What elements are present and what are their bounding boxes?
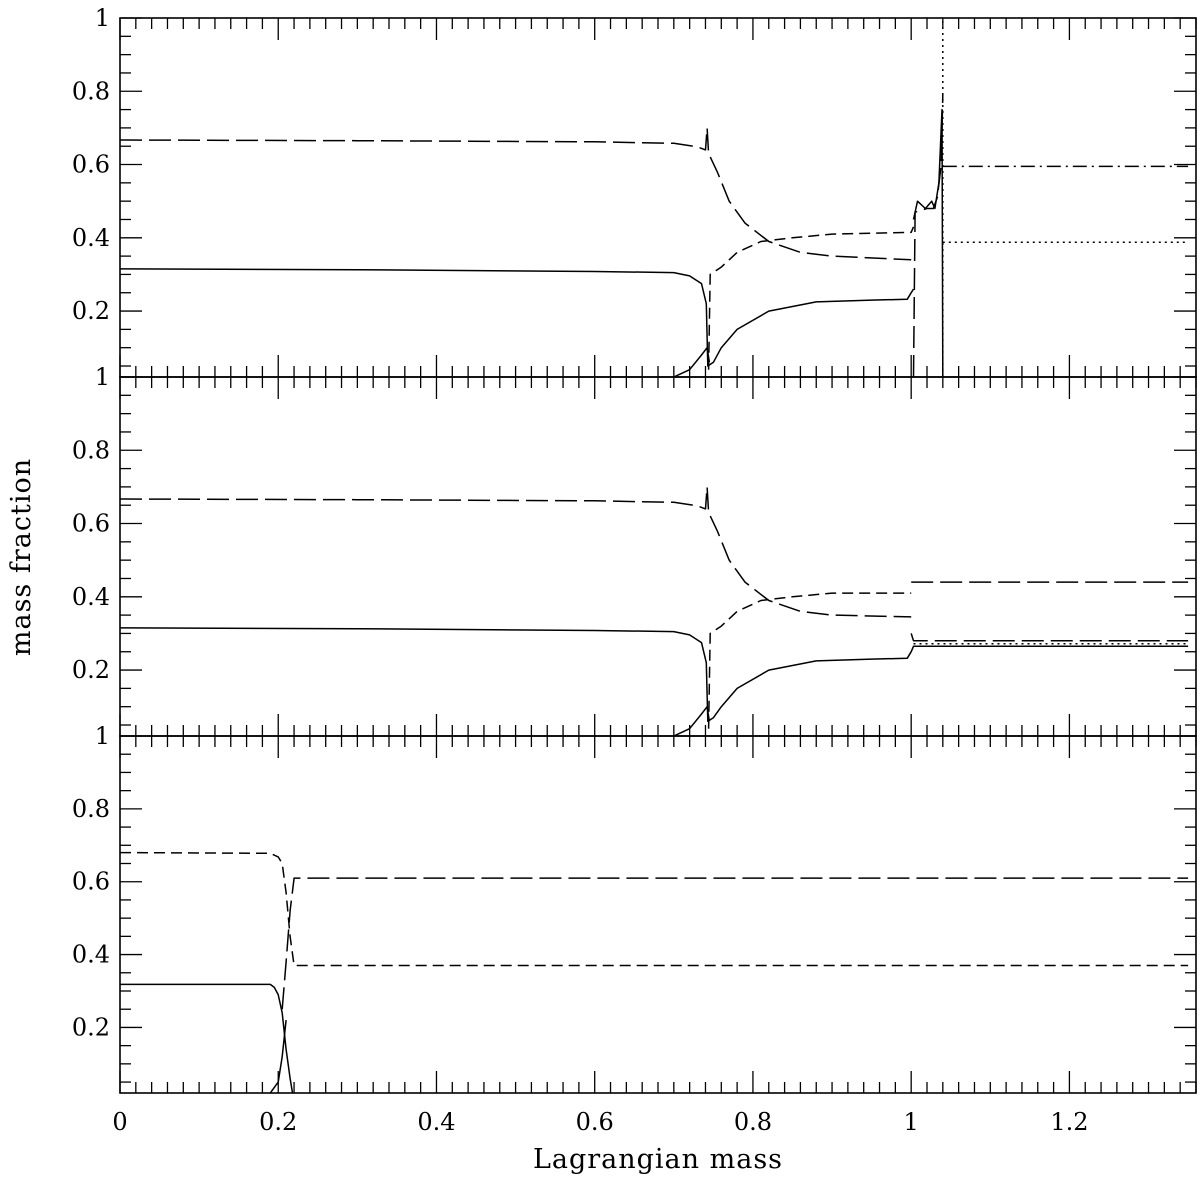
y-tick-label: 0.6 [72,510,110,538]
y-tick-label: 0.6 [72,151,110,179]
panel-2: 0.2 0.4 0.6 0.8 1 [72,363,1197,737]
y-tick-label: 0.8 [72,795,110,823]
series-line-short-dash [707,226,915,370]
x-tick-label: 0.6 [576,1108,614,1136]
x-axis-label: Lagrangian mass [533,1144,783,1175]
series-line-solid [912,108,944,377]
y-axis-label: mass fraction [6,458,37,656]
x-ticks [119,377,1197,736]
x-tick-label: 0.2 [259,1108,297,1136]
series-group [120,486,1189,736]
x-tick-label: 0 [112,1108,127,1136]
series-line-short-dash [120,851,1189,967]
y-ticks [120,735,1196,1083]
series-group [120,18,1189,377]
y-tick-label: 0.6 [72,868,110,896]
panel-3: 0.2 0.4 0.6 0.8 1 [72,722,1197,1094]
y-tick-label: 0.4 [72,224,110,252]
y-tick-label: 0.4 [72,941,110,969]
y-tick-label: 0.4 [72,583,110,611]
y-tick-label: 0.2 [72,1013,110,1041]
x-tick-labels: 0 0.2 0.4 0.6 0.8 1 1.2 [112,1108,1088,1136]
panel-frame [119,17,1197,378]
y-ticks [120,376,1196,726]
series-line-long-dash [912,94,944,377]
y-tick-labels: 0.2 0.4 0.6 0.8 1 [72,363,110,684]
x-tick-label: 0.8 [734,1108,772,1136]
x-tick-label: 1 [904,1108,919,1136]
series-line-solid [120,983,294,1093]
x-ticks [119,736,1197,1093]
y-tick-label: 0.8 [72,77,110,105]
y-tick-label: 1 [95,722,110,750]
series-line-short-dash [707,592,912,729]
series-line-long-dash [281,877,1189,1010]
series-line-long-dash [910,633,1189,642]
series-line-solid [673,705,711,736]
y-tick-label: 1 [95,363,110,391]
panels: 0.2 0.4 0.6 0.8 1 0.2 0.4 0.6 0.8 1 0.2 0.4 0.6 0.8 1 [72,4,1197,1094]
y-tick-label: 0.2 [72,297,110,325]
y-tick-label: 1 [95,4,110,32]
x-tick-label: 1.2 [1050,1108,1088,1136]
panel-frame [119,376,1197,737]
panel-1: 0.2 0.4 0.6 0.8 1 [72,4,1197,378]
series-line-long-dash [120,486,912,618]
y-tick-label: 0.8 [72,436,110,464]
y-tick-labels: 0.2 0.4 0.6 0.8 1 [72,722,110,1041]
x-ticks [119,18,1197,377]
y-ticks [120,17,1196,367]
series-line-solid [120,268,915,367]
series-group [120,851,1189,1093]
series-line-solid [673,346,711,377]
series-line-solid [120,627,1189,723]
y-tick-labels: 0.2 0.4 0.6 0.8 1 [72,4,110,325]
x-tick-label: 0.4 [417,1108,455,1136]
panel-frame [119,735,1197,1094]
series-line-solid [269,1020,287,1093]
series-line-long-dash [120,127,912,261]
y-tick-label: 0.2 [72,656,110,684]
